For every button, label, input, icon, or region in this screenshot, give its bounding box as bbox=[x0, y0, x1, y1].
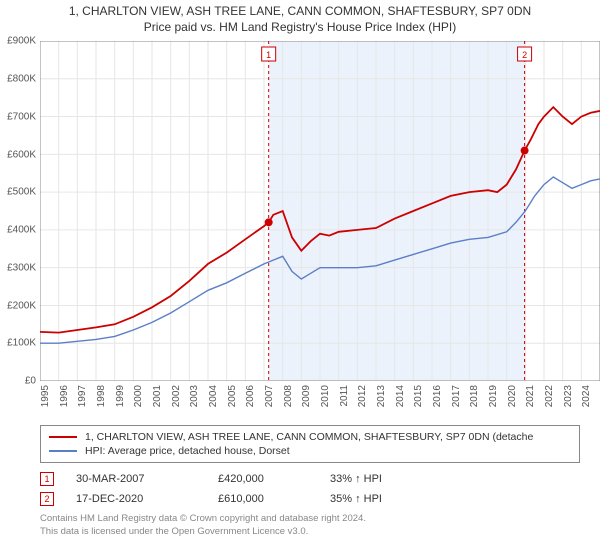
y-tick-label: £900K bbox=[7, 36, 36, 47]
footer: Contains HM Land Registry data © Crown c… bbox=[40, 513, 580, 538]
x-tick-label: 2018 bbox=[469, 385, 480, 407]
x-tick-label: 2016 bbox=[432, 385, 443, 407]
y-tick-label: £500K bbox=[7, 187, 36, 198]
legend-label: HPI: Average price, detached house, Dors… bbox=[85, 445, 290, 457]
legend-swatch bbox=[49, 436, 77, 438]
legend-label: 1, CHARLTON VIEW, ASH TREE LANE, CANN CO… bbox=[85, 431, 533, 443]
y-tick-label: £400K bbox=[7, 225, 36, 236]
chart-title: 1, CHARLTON VIEW, ASH TREE LANE, CANN CO… bbox=[0, 0, 600, 37]
event-price: £420,000 bbox=[218, 473, 308, 485]
x-tick-label: 2005 bbox=[227, 385, 238, 407]
sale-events: 1 30-MAR-2007 £420,000 33% ↑ HPI 2 17-DEC-202… bbox=[40, 469, 580, 509]
line-chart: 12 bbox=[40, 41, 600, 381]
svg-text:2: 2 bbox=[522, 50, 527, 60]
x-tick-label: 2001 bbox=[152, 385, 163, 407]
legend: 1, CHARLTON VIEW, ASH TREE LANE, CANN CO… bbox=[40, 425, 580, 463]
x-tick-label: 2014 bbox=[395, 385, 406, 407]
footer-line-1: Contains HM Land Registry data © Crown c… bbox=[40, 513, 580, 525]
event-marker: 2 bbox=[40, 492, 54, 506]
x-tick-label: 2019 bbox=[488, 385, 499, 407]
y-tick-label: £0 bbox=[25, 376, 36, 387]
x-tick-label: 2008 bbox=[283, 385, 294, 407]
y-axis: £0£100K£200K£300K£400K£500K£600K£700K£80… bbox=[0, 41, 38, 381]
title-line-2: Price paid vs. HM Land Registry's House … bbox=[20, 20, 580, 36]
x-axis: 1995 1996 1997 1998 1999 2000 2001 2002 2003 2004… bbox=[40, 383, 600, 423]
event-delta: 35% ↑ HPI bbox=[330, 493, 382, 505]
event-marker: 1 bbox=[40, 472, 54, 486]
x-tick-label: 2003 bbox=[189, 385, 200, 407]
x-tick-label: 2000 bbox=[133, 385, 144, 407]
x-tick-label: 1995 bbox=[40, 385, 51, 407]
x-tick-label: 1998 bbox=[96, 385, 107, 407]
chart-area: 12 £0£100K£200K£300K£400K£500K£600K£700K… bbox=[40, 41, 600, 381]
legend-item: 1, CHARLTON VIEW, ASH TREE LANE, CANN CO… bbox=[49, 430, 571, 444]
x-tick-label: 2011 bbox=[339, 385, 350, 407]
title-line-1: 1, CHARLTON VIEW, ASH TREE LANE, CANN CO… bbox=[20, 4, 580, 20]
x-tick-label: 2015 bbox=[413, 385, 424, 407]
legend-item: HPI: Average price, detached house, Dors… bbox=[49, 444, 571, 458]
x-tick-label: 1999 bbox=[115, 385, 126, 407]
x-tick-label: 2020 bbox=[507, 385, 518, 407]
y-tick-label: £600K bbox=[7, 149, 36, 160]
x-tick-label: 2024 bbox=[581, 385, 592, 407]
event-row: 2 17-DEC-2020 £610,000 35% ↑ HPI bbox=[40, 489, 580, 509]
x-tick-label: 2004 bbox=[208, 385, 219, 407]
footer-line-2: This data is licensed under the Open Gov… bbox=[40, 526, 580, 538]
x-tick-label: 2010 bbox=[320, 385, 331, 407]
y-tick-label: £100K bbox=[7, 338, 36, 349]
x-tick-label: 2007 bbox=[264, 385, 275, 407]
x-tick-label: 2017 bbox=[451, 385, 462, 407]
x-tick-label: 2012 bbox=[357, 385, 368, 407]
legend-swatch bbox=[49, 450, 77, 452]
x-tick-label: 2002 bbox=[171, 385, 182, 407]
event-price: £610,000 bbox=[218, 493, 308, 505]
x-tick-label: 1996 bbox=[59, 385, 70, 407]
y-tick-label: £300K bbox=[7, 262, 36, 273]
x-tick-label: 2006 bbox=[245, 385, 256, 407]
event-date: 17-DEC-2020 bbox=[76, 493, 196, 505]
x-tick-label: 2021 bbox=[525, 385, 536, 407]
x-tick-label: 2013 bbox=[376, 385, 387, 407]
event-delta: 33% ↑ HPI bbox=[330, 473, 382, 485]
y-tick-label: £700K bbox=[7, 111, 36, 122]
x-tick-label: 2022 bbox=[544, 385, 555, 407]
x-tick-label: 2009 bbox=[301, 385, 312, 407]
event-date: 30-MAR-2007 bbox=[76, 473, 196, 485]
svg-text:1: 1 bbox=[266, 50, 271, 60]
x-tick-label: 1997 bbox=[77, 385, 88, 407]
y-tick-label: £800K bbox=[7, 73, 36, 84]
x-tick-label: 2023 bbox=[563, 385, 574, 407]
event-row: 1 30-MAR-2007 £420,000 33% ↑ HPI bbox=[40, 469, 580, 489]
y-tick-label: £200K bbox=[7, 300, 36, 311]
